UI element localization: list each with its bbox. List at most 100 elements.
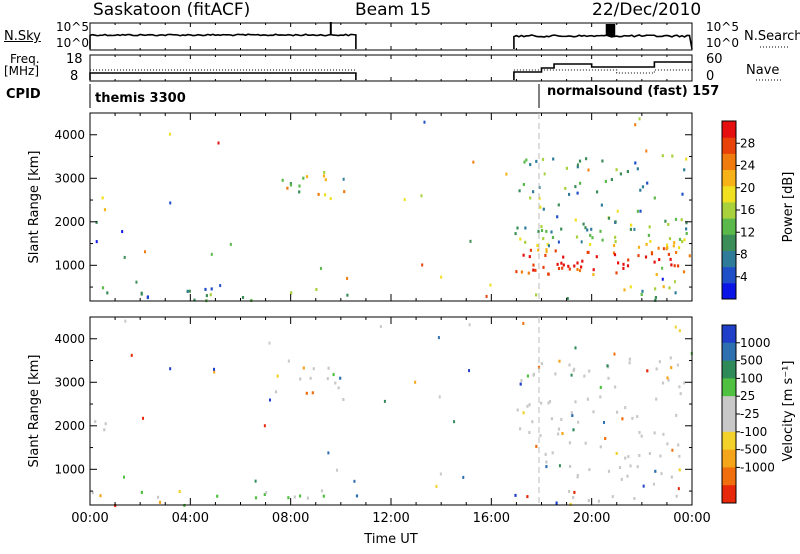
data-cell [681, 192, 684, 196]
nsky-trace-2 [513, 34, 693, 50]
data-cell [670, 263, 673, 267]
data-cell [558, 464, 561, 468]
colorbar-segment [722, 325, 736, 344]
data-cell [568, 464, 572, 468]
data-cell [600, 203, 603, 207]
data-cell [336, 468, 339, 472]
data-cell [560, 227, 563, 231]
data-cell [677, 264, 680, 268]
colorbar-segment [722, 467, 736, 486]
data-cell [636, 415, 639, 419]
data-cell [649, 239, 652, 243]
data-cell [541, 157, 545, 161]
data-cell [654, 298, 657, 302]
data-cell [573, 367, 576, 371]
data-cell [414, 380, 417, 384]
data-cell [94, 420, 97, 424]
cpid-themis: themis 3300 [95, 91, 186, 106]
freq-trace-1 [89, 72, 357, 80]
data-cell [383, 399, 386, 403]
data-cell [526, 495, 529, 499]
colorbar-tick-label: 8 [740, 248, 748, 262]
data-cell [642, 484, 645, 488]
data-cell [658, 258, 661, 262]
data-cell [623, 288, 626, 292]
data-cell [489, 283, 492, 287]
data-cell [604, 179, 607, 183]
data-cell [671, 448, 674, 452]
data-cell [612, 251, 616, 255]
data-cell [468, 369, 471, 373]
data-cell [636, 465, 639, 469]
data-cell [319, 266, 322, 270]
data-cell [538, 186, 541, 189]
colorbar-segment [722, 342, 736, 362]
colorbar-tick-label: 1000 [740, 336, 771, 350]
data-cell [587, 168, 590, 172]
data-cell [420, 194, 423, 198]
colorbar-tick-label: 500 [740, 354, 763, 368]
data-cell [527, 271, 530, 275]
data-cell [626, 170, 629, 173]
y-tick-label: 2000 [54, 215, 85, 229]
freq-unit: [MHz] [4, 64, 40, 78]
data-cell [213, 370, 216, 374]
data-cell [620, 477, 623, 481]
data-cell [556, 262, 559, 266]
data-cell [327, 451, 330, 455]
data-cell [290, 291, 293, 295]
data-cell [101, 286, 105, 290]
data-cell [582, 222, 585, 226]
data-cell [648, 452, 651, 455]
data-cell [469, 239, 472, 243]
data-cell [568, 192, 571, 196]
data-cell [523, 160, 526, 164]
data-cell [254, 479, 257, 483]
data-cell [654, 469, 657, 473]
data-cell [662, 285, 665, 289]
power-panel-frame [89, 112, 693, 302]
data-cell [522, 411, 525, 415]
data-cell [156, 495, 160, 499]
data-cell [421, 263, 424, 267]
velocity-panel-frame [89, 316, 693, 506]
colorbar-segment [722, 449, 736, 468]
data-cell [599, 445, 602, 449]
data-cell [588, 369, 591, 373]
data-cell [556, 215, 559, 219]
data-cell [158, 500, 162, 504]
data-cell [529, 196, 532, 200]
data-cell [670, 475, 673, 479]
data-cell [572, 496, 575, 500]
data-cell [322, 174, 326, 178]
data-cell [568, 267, 571, 271]
data-cell [614, 220, 617, 224]
data-cell [95, 220, 98, 224]
data-cell [648, 225, 651, 229]
colorbar-segment [722, 431, 736, 451]
data-cell [210, 252, 213, 256]
data-cell [123, 255, 126, 259]
data-cell [634, 161, 637, 165]
data-cell [576, 473, 579, 477]
data-cell [667, 223, 670, 226]
data-cell [123, 475, 126, 479]
data-cell [661, 266, 664, 270]
data-cell [562, 255, 565, 259]
data-cell [599, 385, 602, 389]
data-cell [576, 268, 579, 271]
power-panel-data [95, 117, 691, 303]
data-cell [675, 413, 678, 417]
data-cell [522, 183, 525, 186]
data-cell [472, 160, 475, 164]
data-cell [641, 289, 644, 293]
data-cell [130, 353, 133, 357]
data-cell [679, 392, 682, 396]
data-cell [537, 248, 540, 252]
data-cell [555, 501, 558, 505]
data-cell [188, 289, 191, 293]
data-cell [678, 246, 681, 250]
data-cell [169, 367, 172, 371]
data-cell [560, 261, 563, 265]
